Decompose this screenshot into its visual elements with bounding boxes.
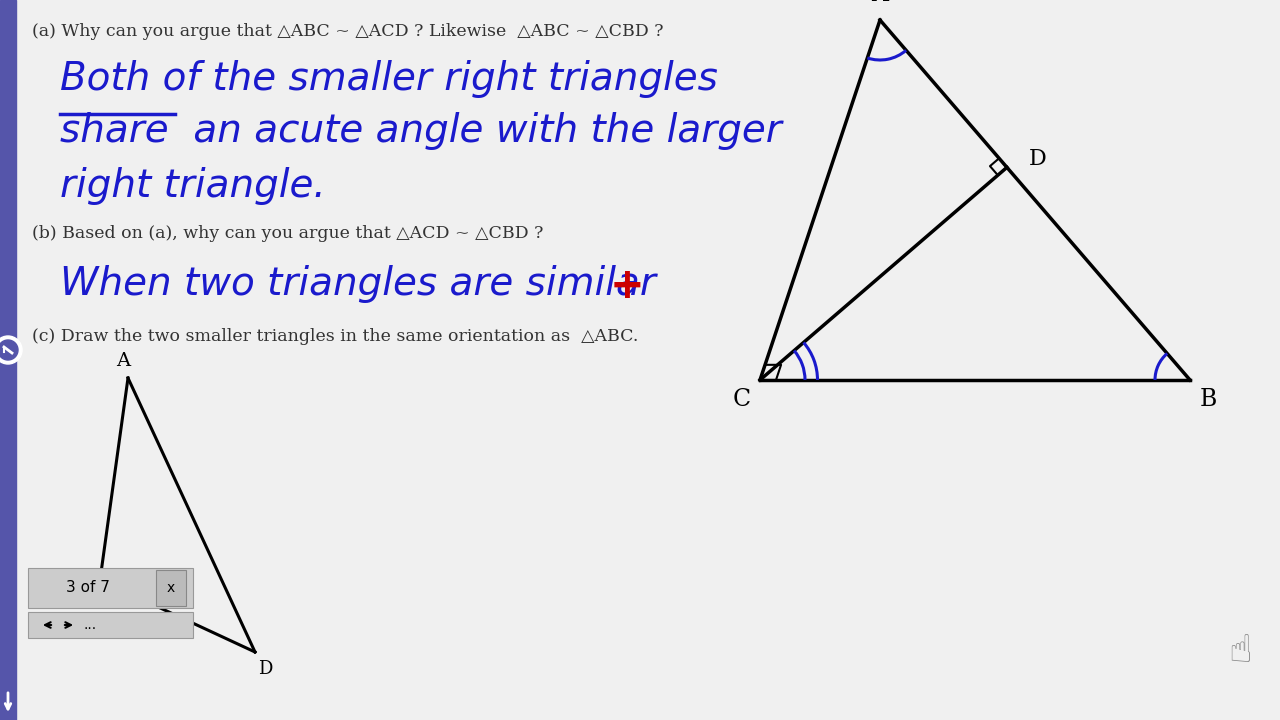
- Bar: [0, 0, 15, 720]
- Bar: [156, 570, 186, 606]
- Text: right triangle.: right triangle.: [60, 167, 325, 205]
- Text: (a) Why can you argue that △ABC ~ △ACD ? Likewise  △ABC ~ △CBD ?: (a) Why can you argue that △ABC ~ △ACD ?…: [32, 23, 663, 40]
- Text: D: D: [1029, 148, 1047, 171]
- Text: +: +: [611, 265, 645, 307]
- Text: C: C: [733, 388, 751, 411]
- Text: (b) Based on (a), why can you argue that △ACD ~ △CBD ?: (b) Based on (a), why can you argue that…: [32, 225, 544, 242]
- Text: When two triangles are similar: When two triangles are similar: [60, 265, 668, 303]
- Circle shape: [0, 336, 22, 364]
- Text: A: A: [872, 0, 888, 6]
- Text: Both of the smaller right triangles: Both of the smaller right triangles: [60, 60, 718, 98]
- Bar: [28, 612, 193, 638]
- Text: D: D: [259, 660, 273, 678]
- Text: B: B: [1199, 388, 1217, 411]
- Bar: [28, 568, 193, 608]
- Circle shape: [0, 340, 18, 360]
- Text: A: A: [116, 352, 131, 370]
- Text: ☝: ☝: [1229, 632, 1252, 670]
- Text: share  an acute angle with the larger: share an acute angle with the larger: [60, 112, 782, 150]
- Text: ...: ...: [83, 618, 96, 632]
- Text: 3 of 7: 3 of 7: [67, 580, 110, 595]
- Text: (c) Draw the two smaller triangles in the same orientation as  △ABC.: (c) Draw the two smaller triangles in th…: [32, 328, 639, 345]
- Text: x: x: [166, 581, 175, 595]
